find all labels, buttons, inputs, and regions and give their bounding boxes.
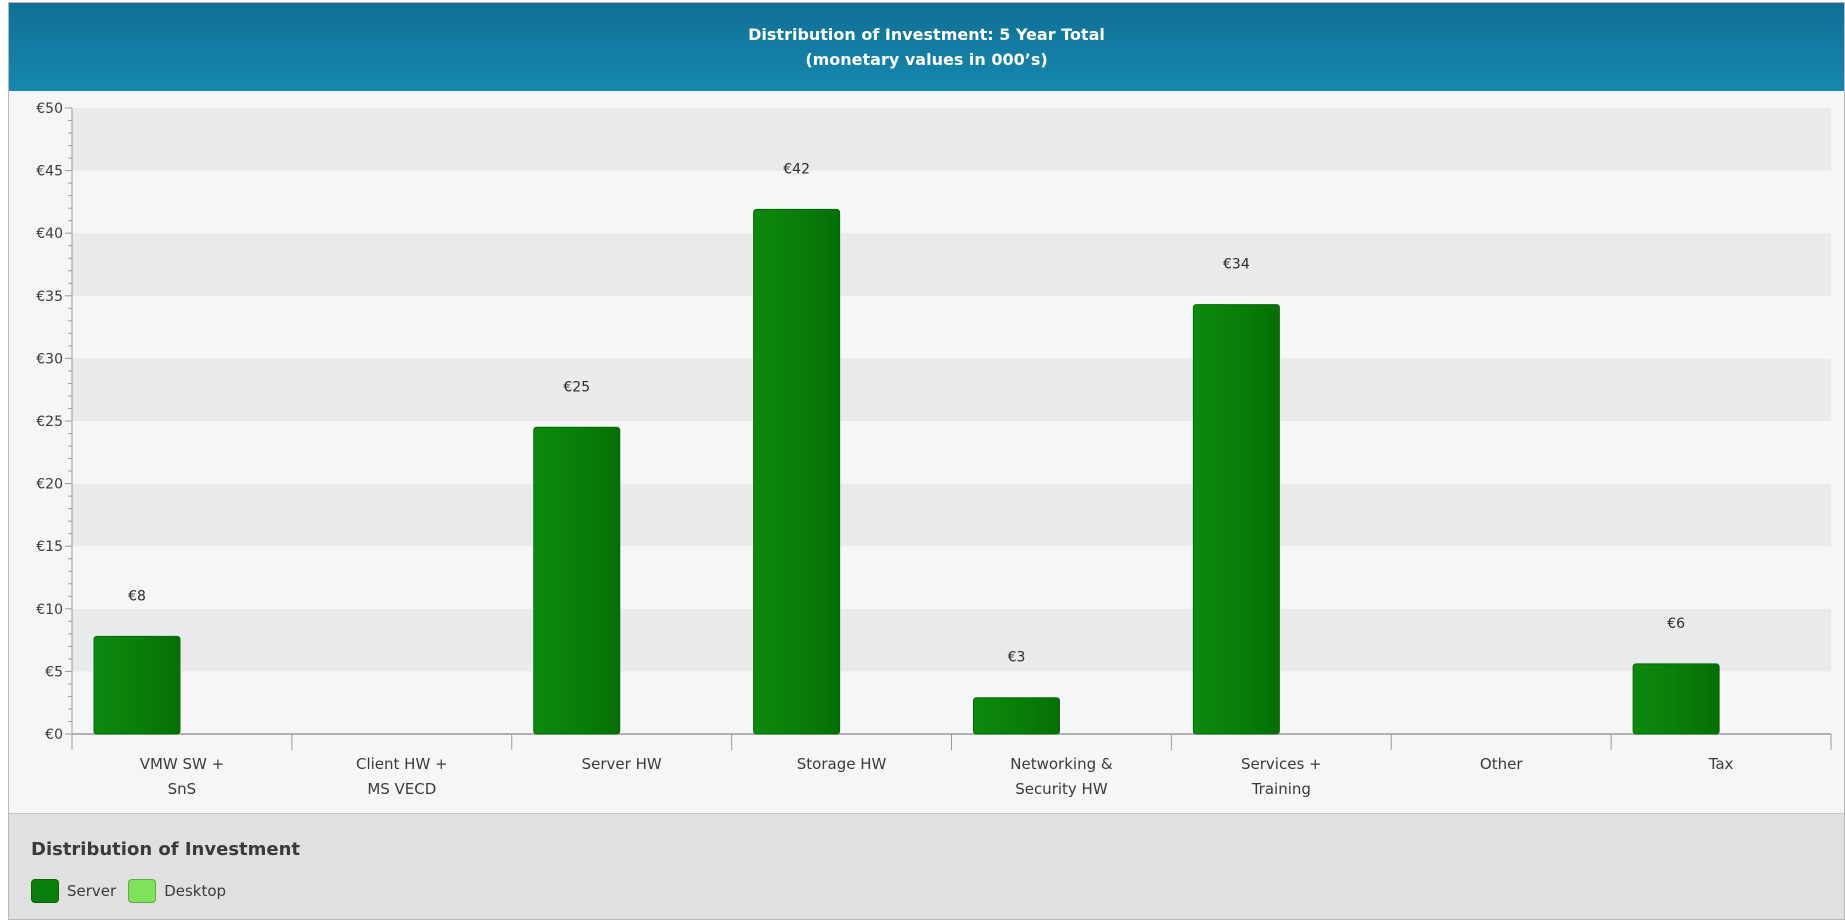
y-tick-label: €10	[36, 602, 63, 618]
x-tick-label: Training	[1251, 780, 1311, 798]
bar-server	[973, 697, 1060, 735]
y-tick-label: €0	[45, 727, 63, 743]
legend-swatch-desktop	[128, 879, 157, 903]
x-tick-label: Networking &	[1010, 755, 1113, 773]
grid-band	[72, 483, 1831, 547]
data-label: €34	[1223, 257, 1250, 273]
y-tick-label: €25	[36, 414, 63, 430]
data-label: €25	[563, 379, 590, 395]
bar-server	[93, 635, 181, 735]
bar-server	[1632, 663, 1720, 735]
legend-swatch-server	[31, 879, 59, 903]
bar-chart: €0 €5 €10 €15 €20 €25 €30 €35 €40 €45 €50 €8 VMW SW …	[36, 101, 1832, 798]
data-label: €3	[1008, 650, 1026, 666]
legend-label-desktop: Desktop	[164, 882, 227, 900]
x-tick-label: SnS	[168, 780, 197, 798]
legend-item-server[interactable]: Server	[31, 879, 116, 903]
grid-band	[72, 295, 1831, 359]
chart-title: Distribution of Investment: 5 Year Total	[748, 25, 1105, 44]
chart-header: Distribution of Investment: 5 Year Total…	[9, 3, 1844, 91]
chart-area: €0 €5 €10 €15 €20 €25 €30 €35 €40 €45 €50 €8 VMW SW …	[9, 91, 1844, 813]
y-tick-label: €5	[45, 664, 63, 680]
y-tick-label: €30	[36, 351, 63, 367]
chart-panel: Distribution of Investment: 5 Year Total…	[8, 2, 1845, 920]
data-label: €8	[128, 588, 146, 604]
grid-band	[72, 170, 1831, 234]
y-tick-label: €50	[36, 101, 63, 117]
legend-panel: Distribution of Investment Server Deskto…	[9, 813, 1844, 919]
x-tick-label: Tax	[1708, 755, 1734, 773]
x-tick-label: Other	[1480, 755, 1523, 773]
legend-item-desktop[interactable]: Desktop	[128, 879, 226, 903]
y-tick-label: €45	[36, 164, 63, 180]
legend-title: Distribution of Investment	[31, 839, 301, 860]
y-tick-label: €15	[36, 539, 63, 555]
x-tick-label: Storage HW	[797, 755, 887, 773]
grid-band	[72, 671, 1831, 734]
grid-band	[72, 358, 1831, 421]
bar-server	[1192, 304, 1280, 735]
y-tick-label: €35	[36, 289, 63, 305]
legend: Server Desktop	[31, 879, 238, 903]
bar-server	[533, 426, 621, 735]
x-tick-label: Client HW +	[356, 755, 448, 773]
grid-band	[72, 233, 1831, 296]
grid-band	[72, 546, 1831, 609]
grid-band	[72, 421, 1831, 484]
grid-band	[72, 108, 1831, 171]
x-tick-label: Services +	[1241, 755, 1322, 773]
legend-label-server: Server	[67, 882, 117, 900]
x-tick-label: Server HW	[582, 755, 662, 773]
chart-subtitle: (monetary values in 000’s)	[805, 50, 1048, 69]
x-tick-label: VMW SW +	[140, 755, 225, 773]
y-tick-label: €20	[36, 477, 63, 493]
data-label: €42	[783, 161, 810, 177]
grid-band	[72, 608, 1831, 672]
data-label: €6	[1667, 616, 1685, 632]
x-tick-label: Security HW	[1015, 780, 1108, 798]
bar-server	[753, 208, 841, 735]
x-tick-label: MS VECD	[367, 780, 436, 798]
y-tick-label: €40	[36, 226, 63, 242]
